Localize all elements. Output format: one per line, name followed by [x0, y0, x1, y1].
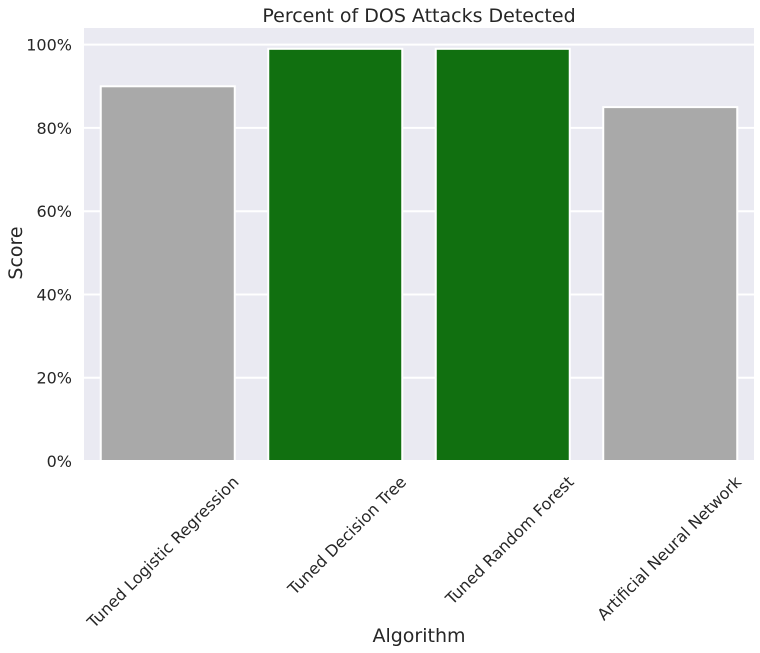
- x-tick-label: Tuned Decision Tree: [283, 472, 410, 599]
- y-tick-label: 80%: [36, 119, 72, 138]
- bar-tuned-random-forest: [434, 47, 571, 462]
- y-tick-label: 100%: [26, 36, 72, 55]
- x-tick-label: Tuned Logistic Regression: [83, 472, 243, 632]
- x-axis-ticks: Tuned Logistic Regression Tuned Decision …: [83, 472, 746, 632]
- x-axis-label: Algorithm: [372, 625, 465, 647]
- y-tick-label: 60%: [36, 202, 72, 221]
- bar-tuned-decision-tree: [267, 47, 404, 462]
- bar-tuned-logistic-regression: [99, 85, 236, 463]
- y-axis-ticks: 0% 20% 40% 60% 80% 100%: [26, 36, 72, 471]
- bar-artificial-neural-network: [602, 106, 739, 462]
- y-axis-label: Score: [5, 226, 27, 279]
- chart-title: Percent of DOS Attacks Detected: [262, 5, 575, 27]
- x-tick-label: Artificial Neural Network: [593, 472, 745, 624]
- y-tick-label: 0%: [47, 452, 72, 471]
- y-tick-label: 20%: [36, 369, 72, 388]
- x-tick-label: Tuned Random Forest: [441, 472, 578, 609]
- y-tick-label: 40%: [36, 285, 72, 304]
- bars: [99, 47, 739, 463]
